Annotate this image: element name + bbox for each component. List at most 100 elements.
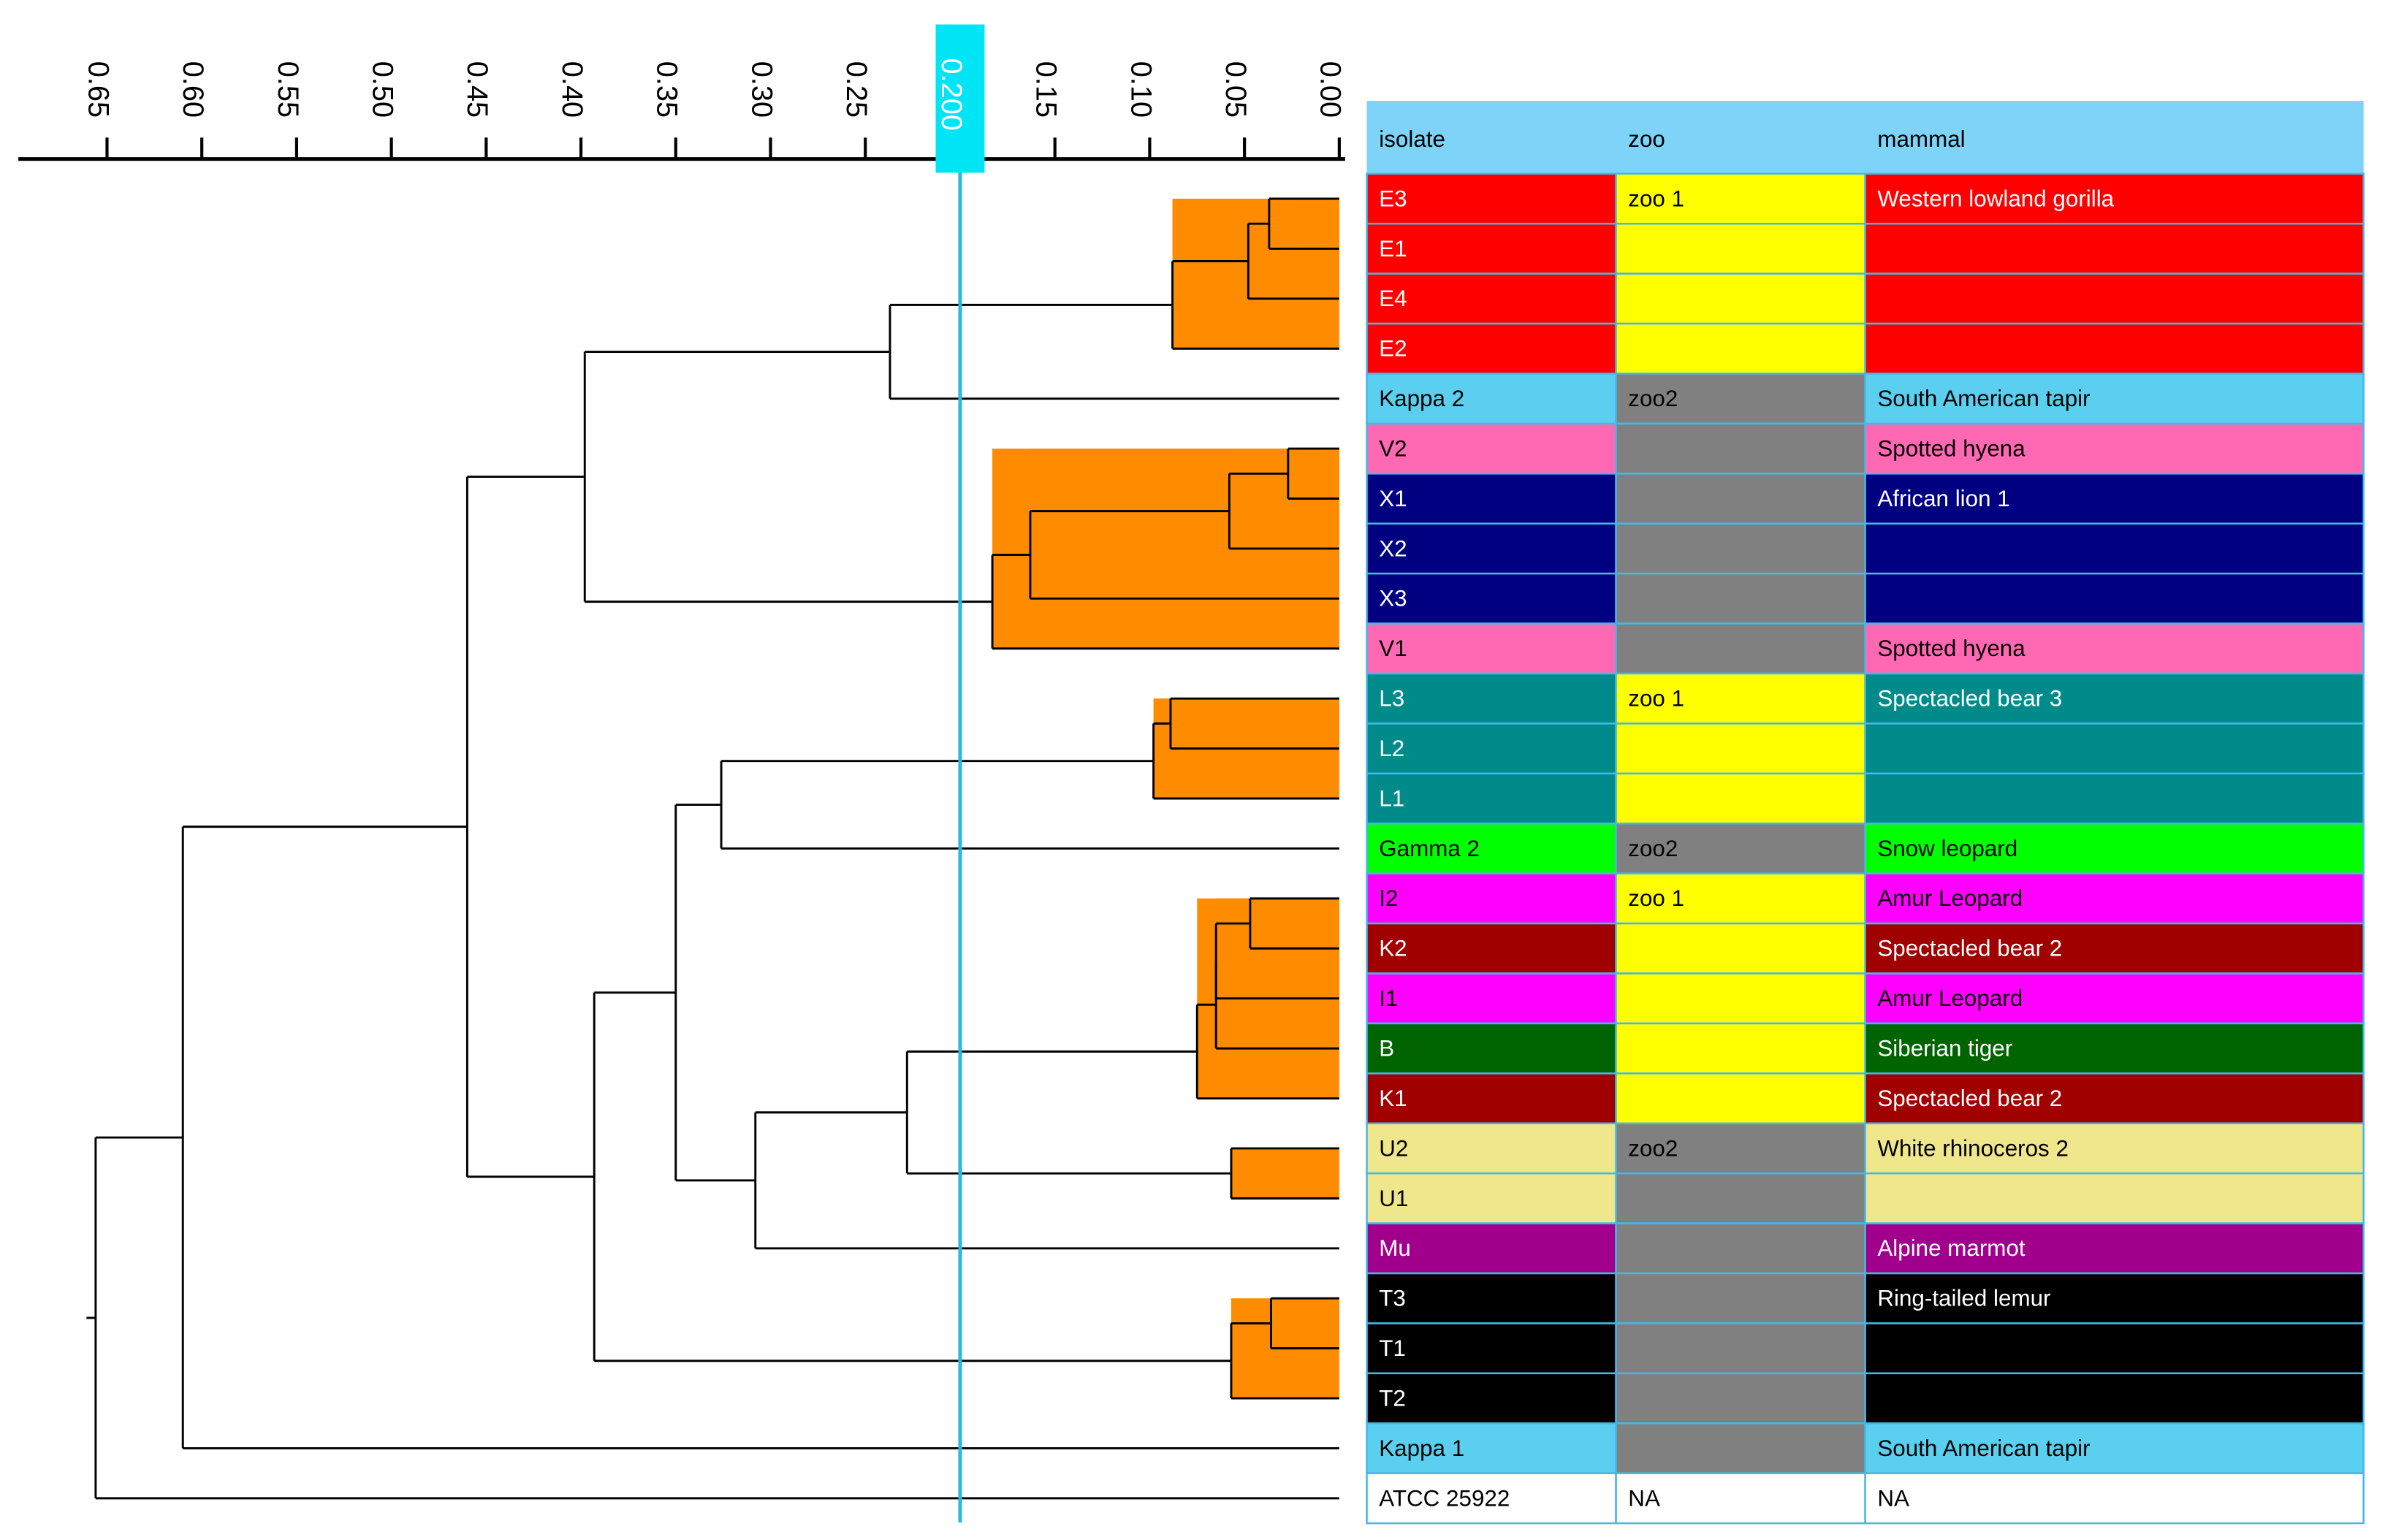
cluster-shade-E (1172, 199, 1339, 349)
table-row: T1 (1366, 1322, 2365, 1375)
cell-bg-mammal (1864, 972, 2365, 1025)
table-row: U1 (1366, 1172, 2365, 1224)
table-row: X2 (1366, 522, 2365, 575)
cell-zoo: zoo 1 (1628, 186, 1684, 211)
axis-tick-label: 0.60 (177, 61, 209, 118)
cell-bg-zoo (1615, 322, 1866, 375)
cell-bg-zoo (1615, 872, 1866, 925)
cell-bg-zoo (1615, 1322, 1866, 1375)
cell-mammal: NA (1877, 1485, 1909, 1511)
cell-bg-zoo (1615, 522, 1866, 575)
table-row: Mu Alpine marmot (1366, 1222, 2365, 1275)
cell-bg-isolate (1366, 1322, 1617, 1375)
table-row: I2 zoo 1 Amur Leopard (1366, 872, 2365, 925)
cell-bg-isolate (1366, 672, 1617, 725)
cell-isolate: U2 (1379, 1135, 1408, 1161)
cutoff-label: 0.200 (935, 58, 967, 131)
table-row: B Siberian tiger (1366, 1022, 2365, 1075)
cell-bg-isolate (1366, 172, 1617, 225)
table-row: L2 (1366, 723, 2365, 775)
cell-isolate: I2 (1379, 885, 1398, 911)
cell-bg-zoo (1615, 922, 1866, 975)
cell-bg-mammal (1864, 272, 2365, 325)
cell-bg-zoo (1615, 1472, 1866, 1525)
cell-bg-mammal (1864, 1072, 2365, 1124)
table-row: E3 zoo 1 Western lowland gorilla (1366, 172, 2365, 225)
cell-mammal: Siberian tiger (1877, 1036, 2012, 1061)
table-row: T2 (1366, 1372, 2365, 1425)
cell-bg-isolate (1366, 222, 1617, 275)
cell-bg-zoo (1615, 1422, 1866, 1474)
cell-mammal: Western lowland gorilla (1877, 186, 2114, 211)
cell-bg-zoo (1615, 1122, 1866, 1175)
cell-mammal: African lion 1 (1877, 486, 2009, 511)
cell-bg-mammal (1864, 172, 2365, 225)
cell-bg-mammal (1864, 1272, 2365, 1324)
dendrogram-tree (86, 197, 1339, 1500)
table-row: L1 (1366, 772, 2365, 825)
cell-mammal: South American tapir (1877, 1436, 2090, 1461)
table-row: V1 Spotted hyena (1366, 622, 2365, 675)
axis-tick-label: 0.30 (745, 61, 777, 118)
cell-isolate: E2 (1379, 336, 1407, 362)
axis-tick-label: 0.10 (1125, 61, 1157, 118)
cell-isolate: U1 (1379, 1186, 1408, 1211)
cell-isolate: B (1379, 1036, 1394, 1061)
cell-bg-mammal (1864, 572, 2365, 625)
cell-zoo: zoo 1 (1628, 885, 1684, 911)
cell-bg-zoo (1615, 1072, 1866, 1124)
cell-bg-mammal (1864, 422, 2365, 475)
cell-zoo: zoo2 (1628, 836, 1678, 861)
cell-bg-zoo (1615, 1022, 1866, 1075)
cell-bg-zoo (1615, 972, 1866, 1025)
table-row: Gamma 2 zoo2 Snow leopard (1366, 822, 2365, 874)
cell-mammal: Spectacled bear 2 (1877, 936, 2062, 961)
cell-bg-zoo (1615, 422, 1866, 475)
cell-bg-mammal (1864, 922, 2365, 975)
cell-bg-zoo (1615, 1172, 1866, 1224)
cell-isolate: Mu (1379, 1235, 1411, 1261)
column-header-mammal: mammal (1877, 126, 1965, 152)
axis-tick-label: 0.15 (1030, 61, 1062, 118)
axis-tick-label: 0.05 (1220, 61, 1252, 118)
cell-zoo: NA (1628, 1485, 1660, 1511)
cell-isolate: K2 (1379, 936, 1407, 961)
cell-isolate: Kappa 1 (1379, 1436, 1464, 1461)
cell-bg-mammal (1864, 1022, 2365, 1075)
cell-bg-zoo (1615, 772, 1866, 825)
axis-tick-label: 0.45 (461, 61, 493, 118)
cell-isolate: L2 (1379, 736, 1404, 761)
cell-bg-zoo (1615, 1272, 1866, 1324)
cell-mammal: Amur Leopard (1877, 885, 2023, 911)
axis-tick-label: 0.50 (366, 61, 398, 118)
cutoff-badge[interactable] (935, 24, 985, 173)
cell-isolate: T3 (1379, 1286, 1406, 1311)
cell-bg-isolate (1366, 822, 1617, 874)
cell-mammal: Spotted hyena (1877, 435, 2025, 461)
distance-axis: 0.65 0.60 0.55 0.50 0.45 0.40 0.35 0.30 0.25 0.15… (18, 61, 1347, 161)
cell-bg-isolate (1366, 972, 1617, 1025)
axis-tick-label: 0.55 (272, 61, 304, 118)
cutoff-line-group[interactable]: 0.200 (935, 24, 985, 1522)
cell-zoo: zoo2 (1628, 1135, 1678, 1161)
cell-bg-mammal (1864, 1172, 2365, 1224)
cell-isolate: T1 (1379, 1335, 1406, 1361)
cell-bg-mammal (1864, 1122, 2365, 1175)
cell-mammal: Snow leopard (1877, 836, 2017, 861)
cell-mammal: Spectacled bear 2 (1877, 1086, 2062, 1111)
cell-bg-zoo (1615, 1372, 1866, 1425)
table-row: K1 Spectacled bear 2 (1366, 1072, 2365, 1124)
cell-bg-mammal (1864, 222, 2365, 275)
cell-bg-mammal (1864, 473, 2365, 525)
table-row: L3 zoo 1 Spectacled bear 3 (1366, 672, 2365, 725)
cell-bg-mammal (1864, 1222, 2365, 1275)
cell-bg-isolate (1366, 772, 1617, 825)
cell-bg-mammal (1864, 1472, 2365, 1525)
cell-isolate: X3 (1379, 586, 1407, 611)
cell-mammal: Spotted hyena (1877, 636, 2025, 661)
cell-bg-isolate (1366, 1022, 1617, 1075)
cell-isolate: Kappa 2 (1379, 386, 1464, 411)
cell-bg-zoo (1615, 272, 1866, 325)
column-header-isolate: isolate (1379, 126, 1445, 152)
cell-isolate: V1 (1379, 636, 1407, 661)
